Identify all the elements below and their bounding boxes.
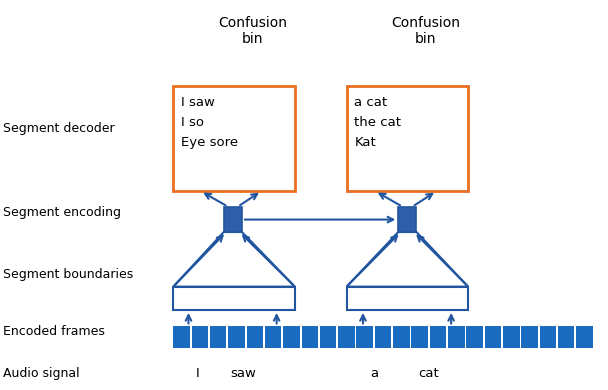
Bar (503, 326, 519, 348)
Bar (485, 326, 501, 348)
Bar (173, 86, 295, 191)
Bar (210, 326, 226, 348)
Text: Confusion
bin: Confusion bin (218, 16, 287, 46)
Bar (247, 326, 263, 348)
Bar (521, 326, 538, 348)
Text: Segment boundaries: Segment boundaries (3, 268, 133, 282)
Text: cat: cat (418, 367, 439, 380)
Bar (192, 326, 208, 348)
Bar (398, 207, 416, 232)
Bar (320, 326, 336, 348)
Bar (228, 326, 245, 348)
Bar (338, 326, 354, 348)
Bar (558, 326, 575, 348)
Bar (302, 326, 318, 348)
Bar (576, 326, 593, 348)
Text: Confusion
bin: Confusion bin (391, 16, 460, 46)
Bar (393, 326, 410, 348)
Bar (347, 86, 468, 191)
Bar (466, 326, 483, 348)
Text: saw: saw (230, 367, 256, 380)
Bar (412, 326, 428, 348)
Bar (356, 326, 373, 348)
Bar (430, 326, 446, 348)
Text: I saw
I so
Eye sore: I saw I so Eye sore (181, 96, 238, 149)
Bar (283, 326, 300, 348)
Bar (540, 326, 556, 348)
Polygon shape (347, 232, 468, 287)
Bar (173, 326, 190, 348)
Bar (173, 287, 295, 310)
Polygon shape (173, 232, 295, 287)
Text: Encoded frames: Encoded frames (3, 325, 105, 338)
Text: Segment encoding: Segment encoding (3, 206, 121, 219)
Text: Segment decoder: Segment decoder (3, 122, 115, 135)
Text: I: I (196, 367, 199, 380)
Text: Audio signal: Audio signal (3, 367, 80, 380)
Bar (375, 326, 392, 348)
Bar (224, 207, 242, 232)
Text: a cat
the cat
Kat: a cat the cat Kat (354, 96, 401, 149)
Bar (448, 326, 465, 348)
Text: a: a (370, 367, 378, 380)
Bar (347, 287, 468, 310)
Bar (265, 326, 282, 348)
